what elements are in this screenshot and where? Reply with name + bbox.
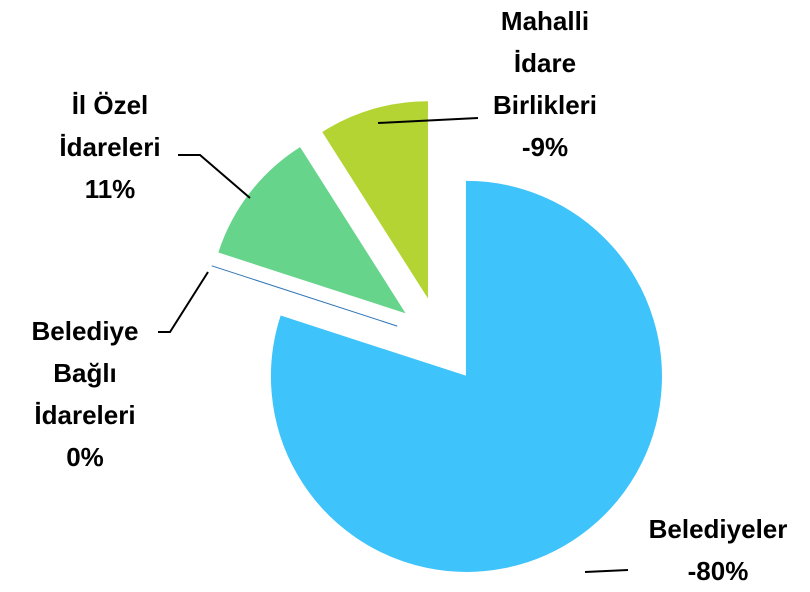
value-label: 0% <box>66 442 104 472</box>
leader-line <box>377 117 479 124</box>
category-label: Belediye Bağlı İdareleri <box>31 316 139 430</box>
data-label: İl Özel İdareleri 11% <box>40 84 180 210</box>
pie-slice <box>322 101 428 299</box>
category-label: Mahalli İdare Birlikleri <box>492 6 598 120</box>
value-label: -9% <box>521 132 569 162</box>
data-label: Belediye Bağlı İdareleri 0% <box>10 310 160 478</box>
leader-line <box>158 271 209 333</box>
pie-slice <box>218 147 406 314</box>
leader-line <box>584 569 629 573</box>
data-label: Mahalli İdare Birlikleri -9% <box>480 0 610 168</box>
value-label: -80% <box>687 556 749 586</box>
value-label: 11% <box>84 174 136 204</box>
category-label: Belediyeler <box>648 514 788 544</box>
category-label: İl Özel İdareleri <box>59 90 161 162</box>
data-label: Belediyeler -80% <box>618 508 810 592</box>
pie-slice <box>270 180 662 572</box>
leader-line <box>178 154 251 199</box>
